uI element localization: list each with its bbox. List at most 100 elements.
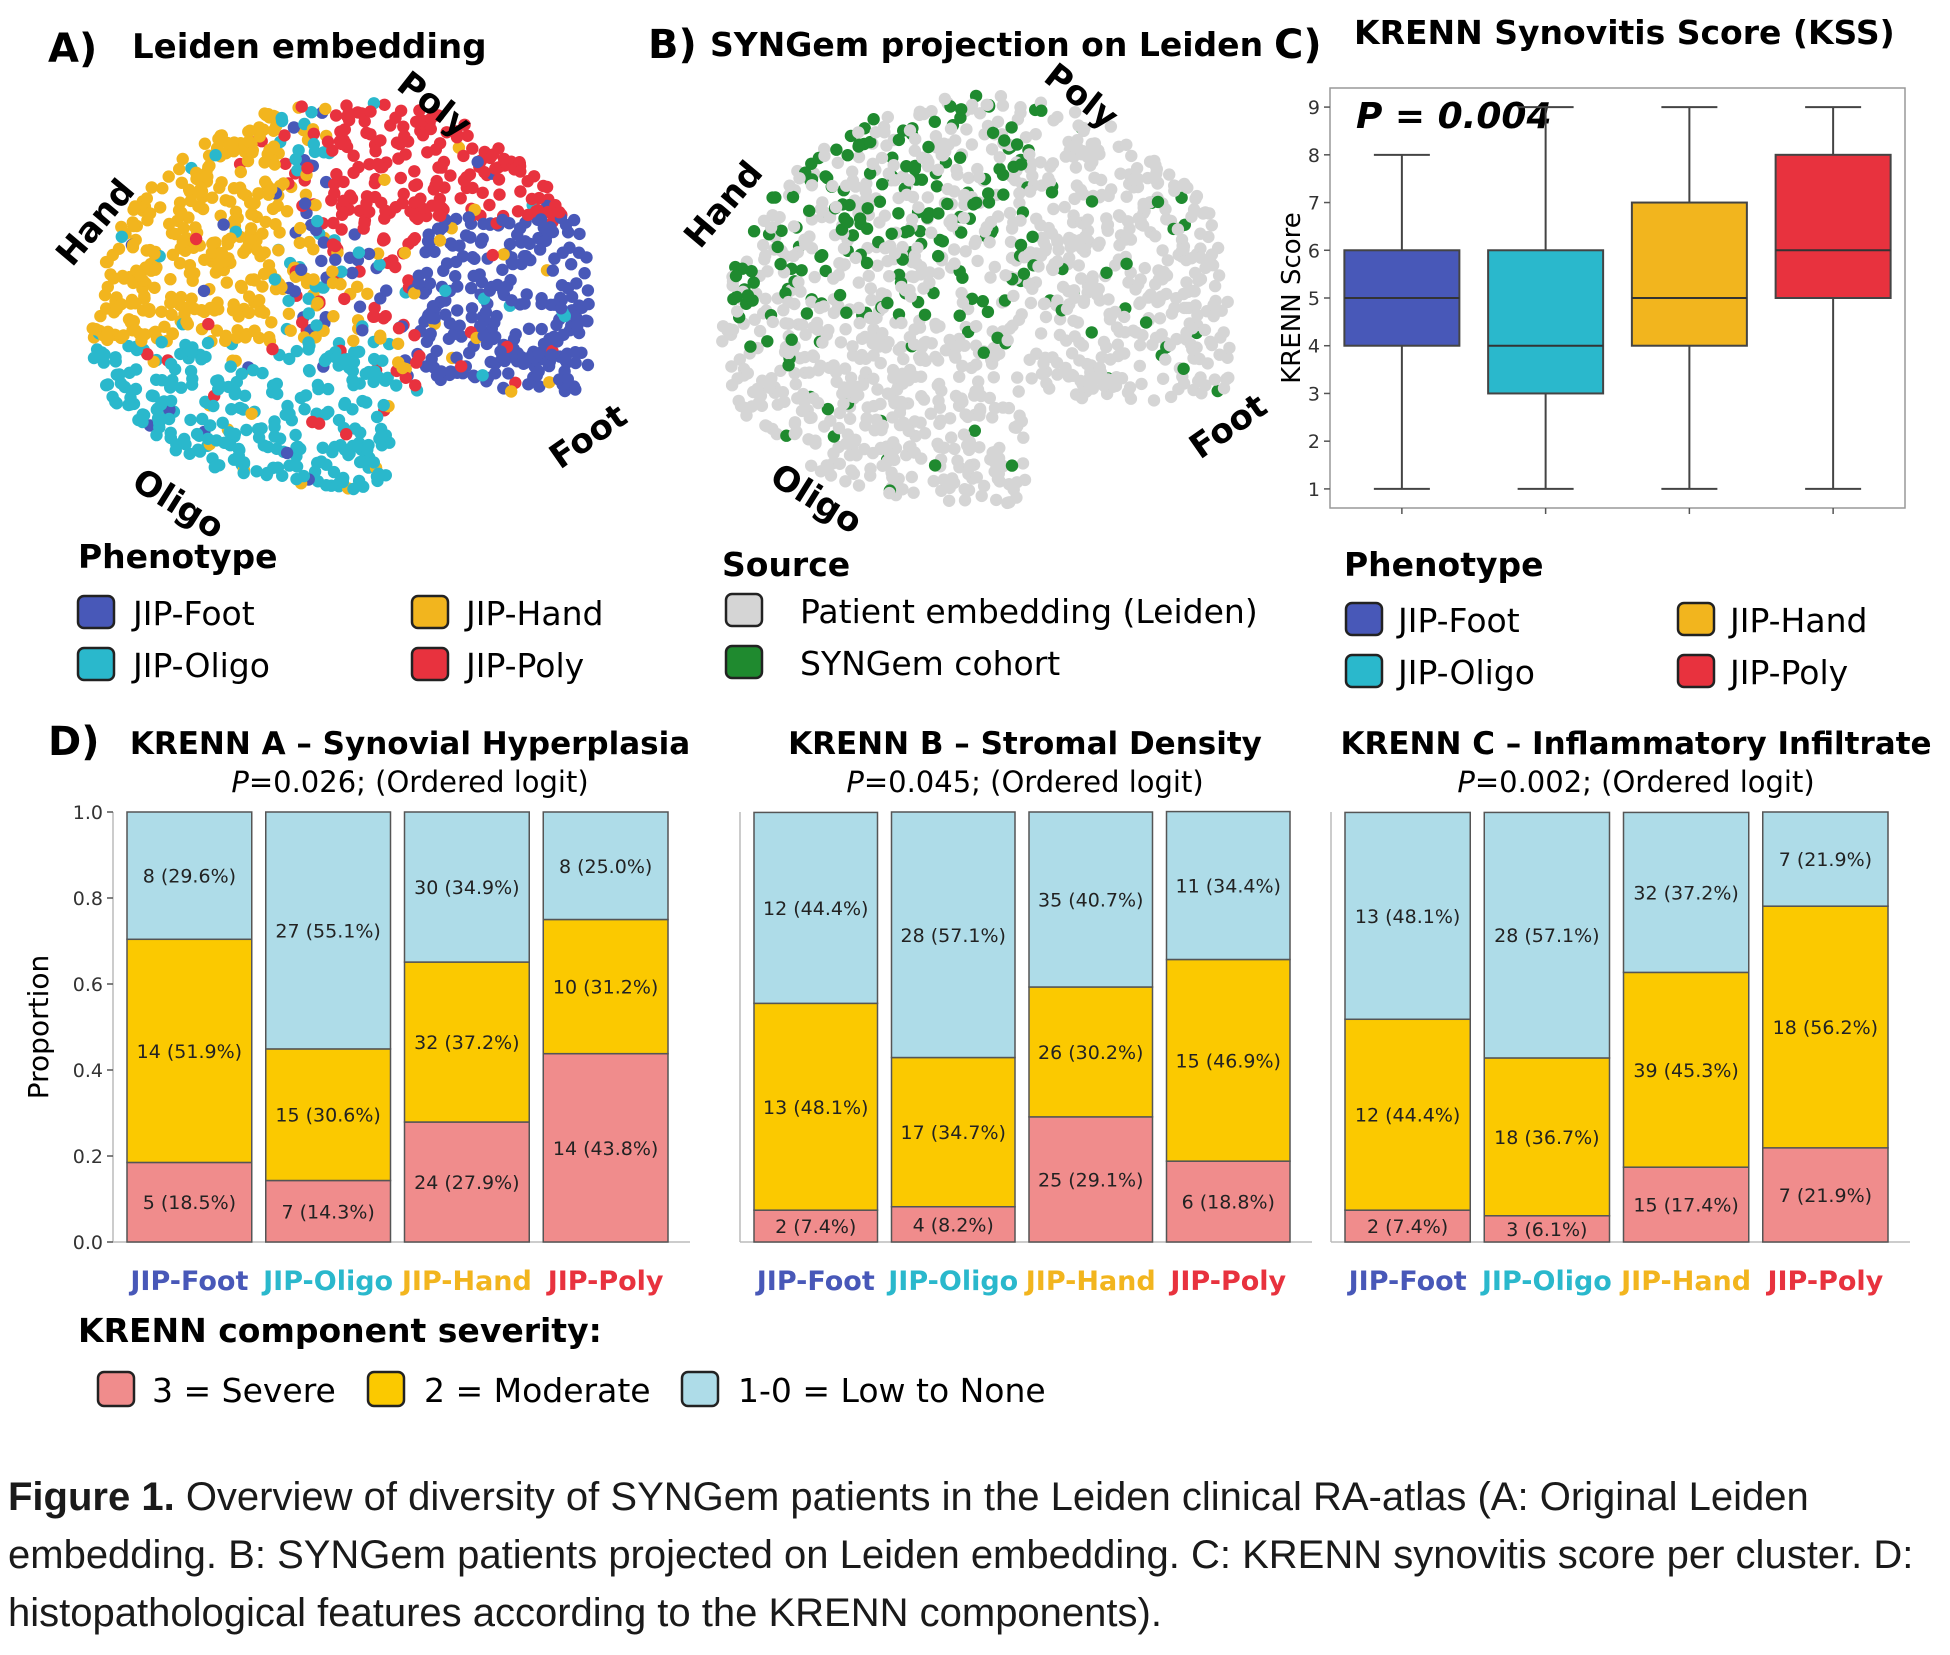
scatter-point-jip-oligo <box>209 149 222 162</box>
legend-label: JIP-Poly <box>464 646 584 685</box>
panel-b: B) SYNGem projection on Leiden Hand Poly… <box>648 22 1275 683</box>
legend-label: JIP-Hand <box>464 594 603 633</box>
scatter-point-jip-poly <box>344 189 357 202</box>
scatter-point-leiden <box>943 412 957 425</box>
scatter-point-leiden <box>1023 148 1036 161</box>
p-value-annotation: P = 0.004 <box>1356 96 1552 137</box>
scatter-point-jip-poly <box>397 187 410 201</box>
scatter-point-leiden <box>949 134 962 147</box>
subtitle-p: P <box>1457 765 1475 799</box>
box-jip-oligo <box>1487 249 1605 395</box>
scatter-point-leiden <box>961 410 974 424</box>
panel-b-label-foot: Foot <box>1182 386 1274 467</box>
scatter-point-leiden <box>938 92 952 106</box>
scatter-point-syngem <box>741 289 755 302</box>
y-tick-label: 2 <box>1308 431 1320 453</box>
scatter-point-jip-hand <box>239 331 252 344</box>
scatter-point-jip-hand <box>156 182 169 195</box>
scatter-point-jip-foot <box>535 297 548 311</box>
scatter-point-leiden <box>1097 379 1111 392</box>
scatter-point-leiden <box>1023 353 1036 366</box>
scatter-point-leiden <box>1205 338 1219 352</box>
scatter-point-leiden <box>1161 254 1175 267</box>
scatter-point-jip-oligo <box>311 456 324 470</box>
scatter-point-leiden <box>1069 161 1083 174</box>
panel-c: C) KRENN Synovitis Score (KSS) 1 2 3 4 5 6 7 8 9… <box>1274 13 1906 692</box>
scatter-point-jip-hand <box>234 165 247 179</box>
scatter-point-jip-hand <box>164 296 177 310</box>
scatter-point-jip-oligo <box>289 428 302 442</box>
scatter-point-leiden <box>886 411 899 424</box>
scatter-point-jip-poly <box>334 125 347 138</box>
scatter-point-leiden <box>826 179 839 193</box>
scatter-point-jip-poly <box>338 292 351 306</box>
scatter-point-jip-poly <box>337 206 350 219</box>
scatter-point-jip-poly <box>379 204 392 217</box>
scatter-point-leiden <box>977 479 991 493</box>
scatter-point-leiden <box>1004 235 1018 249</box>
scatter-point-leiden <box>827 447 840 460</box>
data-label: 28 (57.1%) <box>901 925 1006 947</box>
scatter-point-leiden <box>811 396 825 410</box>
scatter-point-leiden <box>942 494 956 507</box>
scatter-point-jip-poly <box>466 181 479 195</box>
scatter-point-jip-oligo <box>356 394 369 408</box>
scatter-point-leiden <box>1164 390 1178 404</box>
scatter-point-jip-hand <box>265 182 278 196</box>
scatter-point-jip-foot <box>491 278 504 292</box>
scatter-point-jip-foot <box>412 277 425 290</box>
scatter-point-leiden <box>733 353 746 366</box>
legend-label: 1-0 = Low to None <box>738 1371 1046 1410</box>
scatter-point-jip-foot <box>578 267 591 280</box>
scatter-point-jip-hand <box>107 272 121 285</box>
scatter-point-syngem <box>997 188 1010 201</box>
scatter-point-jip-oligo <box>100 379 113 392</box>
scatter-point-jip-hand <box>184 194 197 208</box>
data-label: 35 (40.7%) <box>1038 890 1143 912</box>
scatter-point-jip-oligo <box>233 401 247 415</box>
scatter-point-leiden <box>1008 173 1022 187</box>
scatter-point-jip-hand <box>267 124 280 137</box>
scatter-point-leiden <box>903 124 917 137</box>
subplot-subtitle: P=0.002; (Ordered logit) <box>1457 765 1814 799</box>
scatter-point-leiden <box>846 340 859 353</box>
scatter-point-leiden <box>948 243 961 256</box>
scatter-point-leiden <box>1074 183 1088 197</box>
scatter-point-jip-oligo <box>376 354 389 367</box>
scatter-point-jip-poly <box>378 233 391 246</box>
scatter-point-syngem <box>1010 138 1024 151</box>
scatter-point-jip-oligo <box>183 447 196 460</box>
scatter-point-leiden <box>1212 269 1226 282</box>
box-jip-poly <box>1774 153 1892 299</box>
scatter-point-jip-oligo <box>98 348 111 361</box>
scatter-point-leiden <box>892 191 905 205</box>
scatter-point-jip-hand <box>248 274 261 287</box>
scatter-point-leiden <box>882 167 895 180</box>
scatter-point-leiden <box>912 201 925 214</box>
scatter-point-jip-oligo <box>261 466 274 480</box>
scatter-point-jip-foot <box>477 217 490 231</box>
scatter-point-jip-oligo <box>164 431 177 445</box>
scatter-point-jip-oligo <box>290 344 303 358</box>
scatter-point-jip-oligo <box>184 413 197 427</box>
scatter-point-leiden <box>1194 371 1207 384</box>
scatter-point-syngem <box>892 207 905 220</box>
scatter-point-jip-poly <box>329 109 343 122</box>
data-label: 4 (8.2%) <box>913 1214 994 1236</box>
scatter-point-jip-foot <box>545 348 558 361</box>
scatter-point-jip-hand <box>273 226 286 239</box>
data-label: 14 (43.8%) <box>553 1138 658 1160</box>
scatter-point-jip-hand <box>204 301 217 315</box>
scatter-point-leiden <box>932 377 946 391</box>
scatter-point-jip-oligo <box>270 377 283 390</box>
scatter-point-jip-poly <box>461 129 474 142</box>
x-tick-label: JIP-Oligo <box>1480 1266 1612 1297</box>
scatter-point-syngem <box>953 151 967 164</box>
scatter-point-syngem <box>873 195 887 208</box>
scatter-point-leiden <box>1205 219 1219 232</box>
scatter-point-jip-hand <box>126 238 140 252</box>
scatter-point-jip-hand <box>188 302 201 316</box>
scatter-point-jip-foot <box>449 212 463 226</box>
scatter-point-leiden <box>1132 278 1145 291</box>
scatter-point-jip-oligo <box>303 365 316 378</box>
